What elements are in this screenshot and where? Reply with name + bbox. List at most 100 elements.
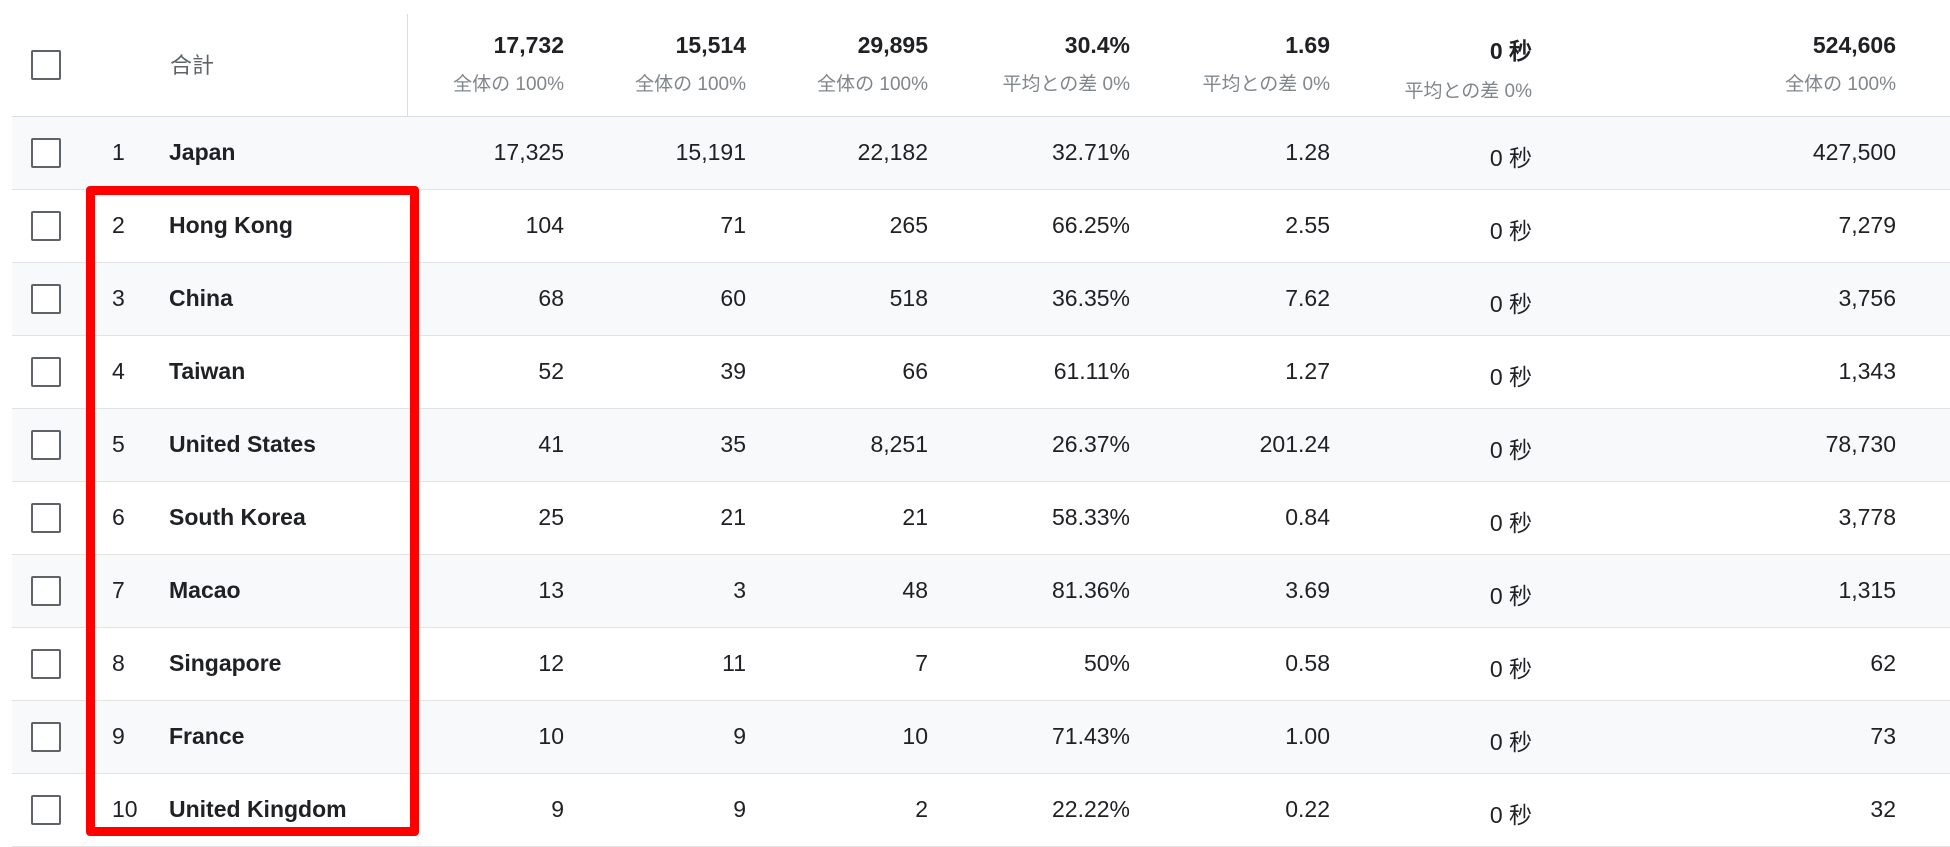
cell: 0.22 xyxy=(1285,796,1330,822)
cell: 71 xyxy=(720,212,746,238)
cell: 66 xyxy=(902,358,928,384)
cell: 0 秒 xyxy=(1489,437,1532,463)
cell: 0 秒 xyxy=(1489,145,1532,171)
row-checkbox[interactable] xyxy=(31,649,61,679)
cell: 0 秒 xyxy=(1489,291,1532,317)
total-cell: 1.69 平均との差 0% xyxy=(1202,32,1330,95)
cell: 68 xyxy=(538,285,564,311)
cell: 52 xyxy=(538,358,564,384)
total-cell: 17,732 全体の 100% xyxy=(453,32,564,95)
country-name: United Kingdom xyxy=(169,796,347,822)
cell: 0 秒 xyxy=(1489,510,1532,536)
cell: 26.37% xyxy=(1051,431,1130,457)
cell: 0 秒 xyxy=(1489,656,1532,682)
cell: 427,500 xyxy=(1812,139,1896,165)
row-index: 7 xyxy=(112,577,125,603)
cell: 0.58 xyxy=(1285,650,1330,676)
cell: 1,343 xyxy=(1838,358,1896,384)
country-name: Japan xyxy=(169,139,236,165)
cell: 58.33% xyxy=(1051,504,1130,530)
cell: 3 xyxy=(733,577,746,603)
table-row[interactable]: 10 United Kingdom 9 9 2 22.22% 0.22 0 秒 … xyxy=(12,774,1950,847)
cell: 81.36% xyxy=(1051,577,1130,603)
cell: 2.55 xyxy=(1285,212,1330,238)
cell: 9 xyxy=(551,796,564,822)
cell: 61.11% xyxy=(1053,358,1130,384)
row-index: 4 xyxy=(112,358,125,384)
cell: 201.24 xyxy=(1259,431,1330,457)
cell: 0 秒 xyxy=(1489,583,1532,609)
table-row[interactable]: 4 Taiwan 52 39 66 61.11% 1.27 0 秒 1,343 xyxy=(12,336,1950,409)
cell: 73 xyxy=(1870,723,1896,749)
cell: 3.69 xyxy=(1285,577,1330,603)
cell: 0 秒 xyxy=(1489,729,1532,755)
row-checkbox[interactable] xyxy=(31,722,61,752)
totals-label: 合計 xyxy=(170,53,215,78)
row-checkbox[interactable] xyxy=(31,576,61,606)
cell: 2 xyxy=(915,796,928,822)
cell: 48 xyxy=(902,577,928,603)
cell: 265 xyxy=(889,212,928,238)
cell: 1,315 xyxy=(1838,577,1896,603)
row-index: 9 xyxy=(112,723,125,749)
cell: 518 xyxy=(889,285,928,311)
cell: 1.27 xyxy=(1285,358,1330,384)
cell: 32 xyxy=(1870,796,1896,822)
row-checkbox[interactable] xyxy=(31,795,61,825)
total-cell: 30.4% 平均との差 0% xyxy=(1002,32,1130,95)
row-index: 8 xyxy=(112,650,125,676)
totals-row: 合計 17,732 全体の 100% 15,514 全体の 100% 29,895 全… xyxy=(12,14,1950,117)
cell: 9 xyxy=(733,723,746,749)
table-row[interactable]: 9 France 10 9 10 71.43% 1.00 0 秒 73 xyxy=(12,701,1950,774)
table-row[interactable]: 6 South Korea 25 21 21 58.33% 0.84 0 秒 3… xyxy=(12,482,1950,555)
country-name: France xyxy=(169,723,245,749)
column-divider xyxy=(407,14,408,184)
row-checkbox[interactable] xyxy=(31,430,61,460)
cell: 104 xyxy=(525,212,564,238)
total-cell: 0 秒平均との差 0% xyxy=(1404,38,1532,102)
country-name: Taiwan xyxy=(169,358,246,384)
cell: 12 xyxy=(538,650,564,676)
cell: 0 秒 xyxy=(1489,802,1532,828)
country-name: China xyxy=(169,285,233,311)
table-row[interactable]: 8 Singapore 12 11 7 50% 0.58 0 秒 62 xyxy=(12,628,1950,701)
cell: 15,191 xyxy=(675,139,746,165)
cell: 25 xyxy=(538,504,564,530)
cell: 17,325 xyxy=(493,139,564,165)
cell: 3,756 xyxy=(1838,285,1896,311)
cell: 39 xyxy=(720,358,746,384)
row-index: 6 xyxy=(112,504,125,530)
country-name: Hong Kong xyxy=(169,212,293,238)
cell: 1.28 xyxy=(1285,139,1330,165)
table-row[interactable]: 2 Hong Kong 104 71 265 66.25% 2.55 0 秒 7… xyxy=(12,190,1950,263)
cell: 71.43% xyxy=(1051,723,1130,749)
cell: 62 xyxy=(1870,650,1896,676)
cell: 0 秒 xyxy=(1489,218,1532,244)
row-checkbox[interactable] xyxy=(31,357,61,387)
row-index: 1 xyxy=(112,139,125,165)
row-index: 2 xyxy=(112,212,125,238)
table-row[interactable]: 3 China 68 60 518 36.35% 7.62 0 秒 3,756 xyxy=(12,263,1950,336)
row-checkbox[interactable] xyxy=(31,211,61,241)
row-checkbox[interactable] xyxy=(31,503,61,533)
cell: 50% xyxy=(1083,650,1130,676)
row-checkbox[interactable] xyxy=(31,284,61,314)
row-index: 5 xyxy=(112,431,125,457)
cell: 35 xyxy=(720,431,746,457)
cell: 9 xyxy=(733,796,746,822)
cell: 8,251 xyxy=(870,431,928,457)
cell: 36.35% xyxy=(1051,285,1130,311)
table-row[interactable]: 1 Japan 17,325 15,191 22,182 32.71% 1.28… xyxy=(12,117,1950,190)
country-name: Singapore xyxy=(169,650,282,676)
country-name: United States xyxy=(169,431,316,457)
table-row[interactable]: 5 United States 41 35 8,251 26.37% 201.2… xyxy=(12,409,1950,482)
cell: 22.22% xyxy=(1051,796,1130,822)
cell: 13 xyxy=(538,577,564,603)
cell: 22,182 xyxy=(857,139,928,165)
cell: 32.71% xyxy=(1051,139,1130,165)
cell: 21 xyxy=(720,504,746,530)
table-row[interactable]: 7 Macao 13 3 48 81.36% 3.69 0 秒 1,315 xyxy=(12,555,1950,628)
row-checkbox[interactable] xyxy=(31,138,61,168)
cell: 7.62 xyxy=(1285,285,1330,311)
select-all-checkbox[interactable] xyxy=(31,50,61,80)
